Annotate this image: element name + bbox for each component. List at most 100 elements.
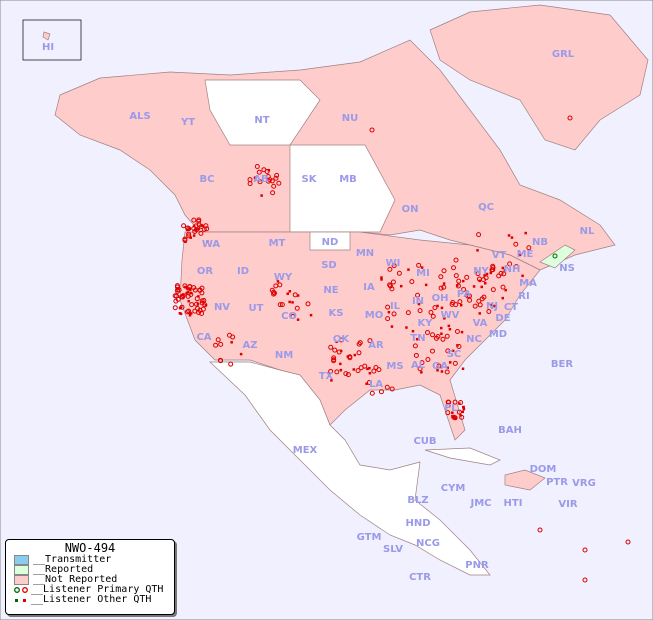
- listener-other-qth: [440, 326, 443, 330]
- legend-label: __Transmitter: [33, 554, 112, 565]
- hispaniola: [504, 469, 546, 491]
- listener-primary-qth: [476, 298, 482, 304]
- listener-other-qth: [387, 310, 391, 314]
- listener-other-qth: [446, 366, 449, 370]
- region-label-oh: OH: [432, 293, 449, 304]
- region-label-pnr: PNR: [465, 560, 489, 571]
- legend-reported: __Reported: [6, 565, 174, 575]
- listener-primary-qth: [378, 389, 384, 395]
- listener-other-qth: [455, 284, 459, 287]
- listener-other-qth: [288, 300, 291, 304]
- listener-primary-qth: [454, 328, 460, 334]
- listener-primary-qth: [271, 183, 277, 189]
- listener-primary-qth: [391, 263, 397, 269]
- region-label-ab: AB: [253, 174, 268, 185]
- listener-primary-qth: [445, 410, 451, 416]
- region-label-wy: WY: [274, 272, 293, 283]
- listener-other-qth: [368, 366, 371, 370]
- listener-primary-qth: [417, 366, 423, 372]
- region-label-hti: HTI: [504, 498, 523, 509]
- region-label-vt: VT: [492, 250, 507, 261]
- listener-primary-qth: [334, 369, 340, 375]
- region-label-cym: CYM: [441, 483, 466, 494]
- listener-primary-qth: [432, 305, 438, 311]
- listener-other-qth: [197, 227, 200, 231]
- listener-other-qth: [380, 276, 383, 279]
- region-label-nl: NL: [580, 226, 595, 237]
- region-label-ber: BER: [551, 359, 573, 370]
- listener-primary-qth: [279, 302, 285, 308]
- region-label-gtm: GTM: [357, 532, 382, 543]
- region-label-ptr: PTR: [546, 477, 568, 488]
- listener-other-qth: [189, 312, 193, 315]
- listener-primary-qth: [436, 363, 442, 369]
- listener-other-qth: [451, 411, 454, 414]
- listener-primary-qth: [466, 293, 472, 299]
- legend-title: NWO-494: [64, 541, 116, 555]
- legend-label: __Reported: [33, 564, 94, 575]
- listener-primary-qth: [254, 164, 260, 170]
- listener-other-qth: [524, 231, 527, 235]
- listener-primary-qth: [479, 296, 485, 302]
- listener-primary-qth: [362, 363, 368, 369]
- region-label-nu: NU: [342, 113, 359, 124]
- region-label-ky: KY: [418, 318, 434, 329]
- listener-primary-qth: [174, 293, 180, 299]
- listener-other-qth: [424, 283, 428, 287]
- listener-primary-qth: [271, 291, 277, 297]
- listener-primary-qth: [513, 264, 519, 270]
- listener-primary-qth: [276, 180, 282, 186]
- region-label-vrg: VRG: [572, 478, 596, 489]
- listener-other-qth: [206, 240, 209, 243]
- listener-primary-qth: [356, 350, 362, 356]
- listener-other-qth: [452, 416, 456, 419]
- region-label-ca: CA: [196, 332, 211, 343]
- listener-other-qth: [390, 325, 394, 328]
- listener-other-qth: [501, 266, 505, 270]
- listener-primary-qth: [195, 305, 201, 311]
- listener-primary-qth: [274, 172, 280, 178]
- listener-other-qth: [185, 291, 188, 295]
- region-label-yt: YT: [180, 117, 195, 128]
- listener-primary-qth: [181, 223, 187, 229]
- listener-primary-qth: [345, 372, 351, 378]
- listener-primary-qth: [389, 286, 395, 292]
- listener-primary-qth: [396, 270, 402, 276]
- listener-other-qth: [493, 304, 496, 308]
- region-label-slv: SLV: [383, 544, 403, 555]
- listener-primary-qth: [459, 414, 465, 420]
- listener-primary-qth: [625, 539, 631, 545]
- listener-primary-qth: [430, 332, 436, 338]
- listener-primary-qth: [486, 308, 492, 314]
- listener-primary-qth: [369, 127, 375, 133]
- listener-primary-qth: [476, 276, 482, 282]
- listener-primary-qth: [192, 287, 198, 293]
- region-label-wi: WI: [386, 258, 401, 269]
- hi-inset: [22, 19, 82, 61]
- listener-other-qth: [440, 306, 444, 310]
- mexico-central-america: [209, 361, 491, 576]
- region-label-ga: GA: [432, 361, 448, 372]
- listener-other-qth: [339, 368, 343, 372]
- listener-primary-qth: [331, 357, 337, 363]
- listener-primary-qth: [257, 179, 263, 185]
- listener-primary-qth: [425, 357, 431, 363]
- region-label-sk: SK: [302, 174, 318, 185]
- listener-primary-qth: [390, 279, 396, 285]
- listener-other-qth: [276, 280, 280, 283]
- region-label-on: ON: [402, 204, 419, 215]
- listener-primary-qth: [199, 285, 205, 291]
- region-label-ct: CT: [504, 302, 518, 313]
- region-label-ne: NE: [323, 285, 338, 296]
- circle-marker-icon: [14, 586, 29, 594]
- region-label-als: ALS: [129, 111, 150, 122]
- listener-primary-qth: [451, 265, 457, 271]
- listener-primary-qth: [172, 305, 178, 311]
- listener-primary-qth: [267, 177, 273, 183]
- listener-primary-qth: [415, 292, 421, 298]
- region-label-ut: UT: [249, 303, 264, 314]
- listener-primary-qth: [290, 314, 296, 320]
- region-label-nv: NV: [214, 302, 230, 313]
- region-label-la: LA: [369, 379, 383, 390]
